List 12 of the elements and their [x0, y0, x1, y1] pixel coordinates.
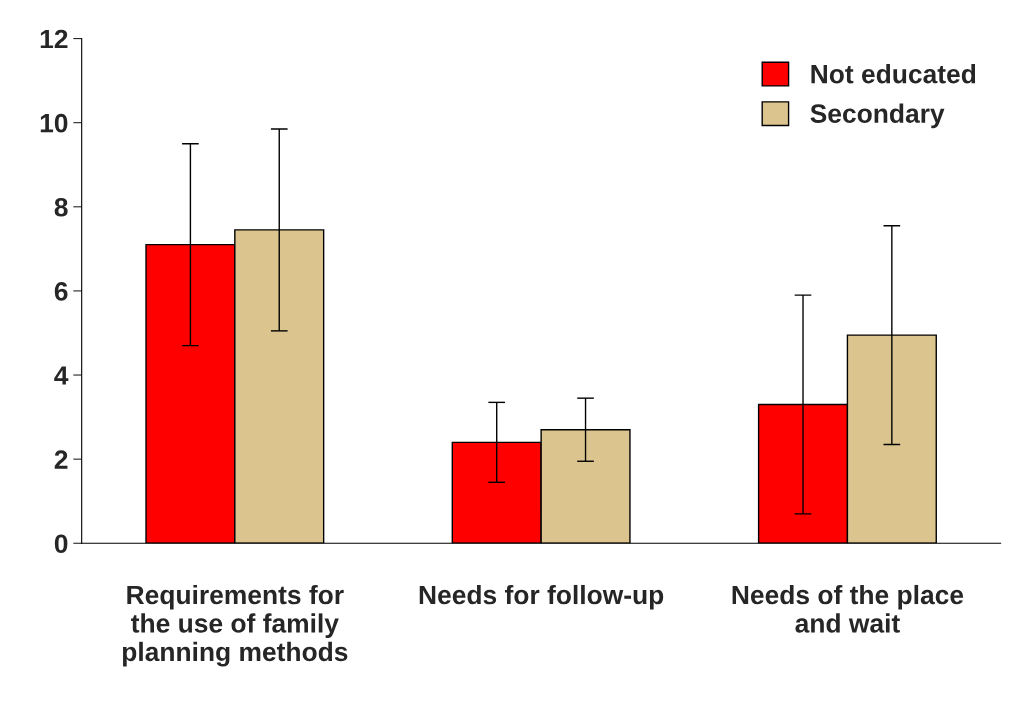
y-tick-label: 0: [54, 534, 68, 554]
y-tick-label: 2: [54, 450, 68, 469]
y-tick-label: 12: [40, 29, 68, 49]
legend-label: Secondary: [810, 103, 945, 129]
y-tick-label: 4: [54, 366, 69, 385]
x-tick-label: Needs of the place and wait: [732, 584, 964, 633]
y-tick-label: 6: [54, 282, 68, 301]
x-tick-label: Needs for follow-up: [419, 584, 664, 610]
y-tick-label: 8: [54, 197, 68, 217]
legend-label: Not educated: [811, 64, 976, 84]
y-tick-label: 10: [40, 113, 68, 133]
x-tick-label: Requirements for the use of family planning methods: [122, 584, 348, 667]
